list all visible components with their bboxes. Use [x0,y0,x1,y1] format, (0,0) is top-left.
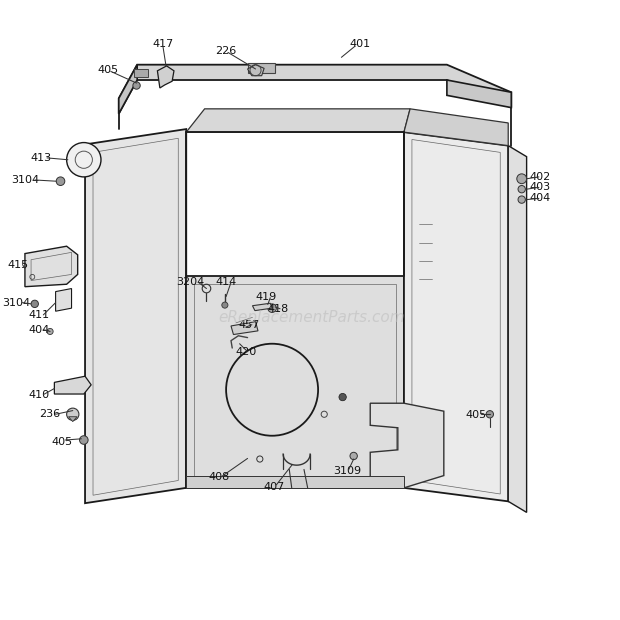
Polygon shape [85,129,186,503]
Text: 405: 405 [51,437,73,447]
Text: 226: 226 [216,46,237,56]
Polygon shape [186,476,404,488]
Text: 402: 402 [529,172,551,182]
Text: 408: 408 [208,472,229,482]
Text: 407: 407 [264,482,285,492]
Circle shape [268,304,277,312]
Text: 401: 401 [349,40,370,50]
Circle shape [31,300,38,308]
Polygon shape [247,64,264,76]
Polygon shape [186,109,410,132]
Polygon shape [186,277,404,488]
Bar [134,69,148,77]
Text: 415: 415 [7,260,28,270]
Polygon shape [25,246,78,286]
Text: 236: 236 [39,409,60,419]
Text: 418: 418 [267,304,288,314]
Polygon shape [56,288,71,311]
Circle shape [339,394,347,401]
Text: 419: 419 [255,291,277,301]
Polygon shape [404,109,508,146]
Polygon shape [508,146,526,512]
Text: 3104: 3104 [2,298,30,308]
Bar [247,63,275,73]
Circle shape [517,174,526,184]
Polygon shape [231,322,258,335]
Text: 420: 420 [235,347,256,356]
Circle shape [56,177,65,185]
Circle shape [222,302,228,308]
Circle shape [66,408,79,420]
Polygon shape [404,132,508,502]
Polygon shape [370,403,444,488]
Polygon shape [252,303,272,311]
Text: 417: 417 [153,40,174,50]
Text: 414: 414 [216,277,237,288]
Text: 404: 404 [29,325,50,335]
Text: 457: 457 [239,320,260,330]
Polygon shape [55,376,91,394]
Polygon shape [447,80,512,108]
Circle shape [133,82,140,89]
Circle shape [47,329,53,335]
Text: 411: 411 [29,310,50,320]
Polygon shape [157,66,174,88]
Text: 404: 404 [529,193,551,203]
Text: 3104: 3104 [12,175,40,185]
Text: 413: 413 [30,153,51,163]
Text: 405: 405 [98,64,119,74]
Polygon shape [68,417,77,422]
Text: 410: 410 [29,389,50,400]
Text: 3109: 3109 [334,466,361,476]
Text: eReplacementParts.com: eReplacementParts.com [219,310,405,325]
Circle shape [518,196,525,203]
Polygon shape [119,64,137,113]
Polygon shape [119,64,512,113]
Text: 403: 403 [529,182,551,192]
Text: 3204: 3204 [177,277,205,288]
Text: 405: 405 [466,410,487,420]
Circle shape [66,143,101,177]
Circle shape [350,452,357,459]
Circle shape [79,436,88,445]
Circle shape [518,185,525,193]
Circle shape [486,410,494,418]
